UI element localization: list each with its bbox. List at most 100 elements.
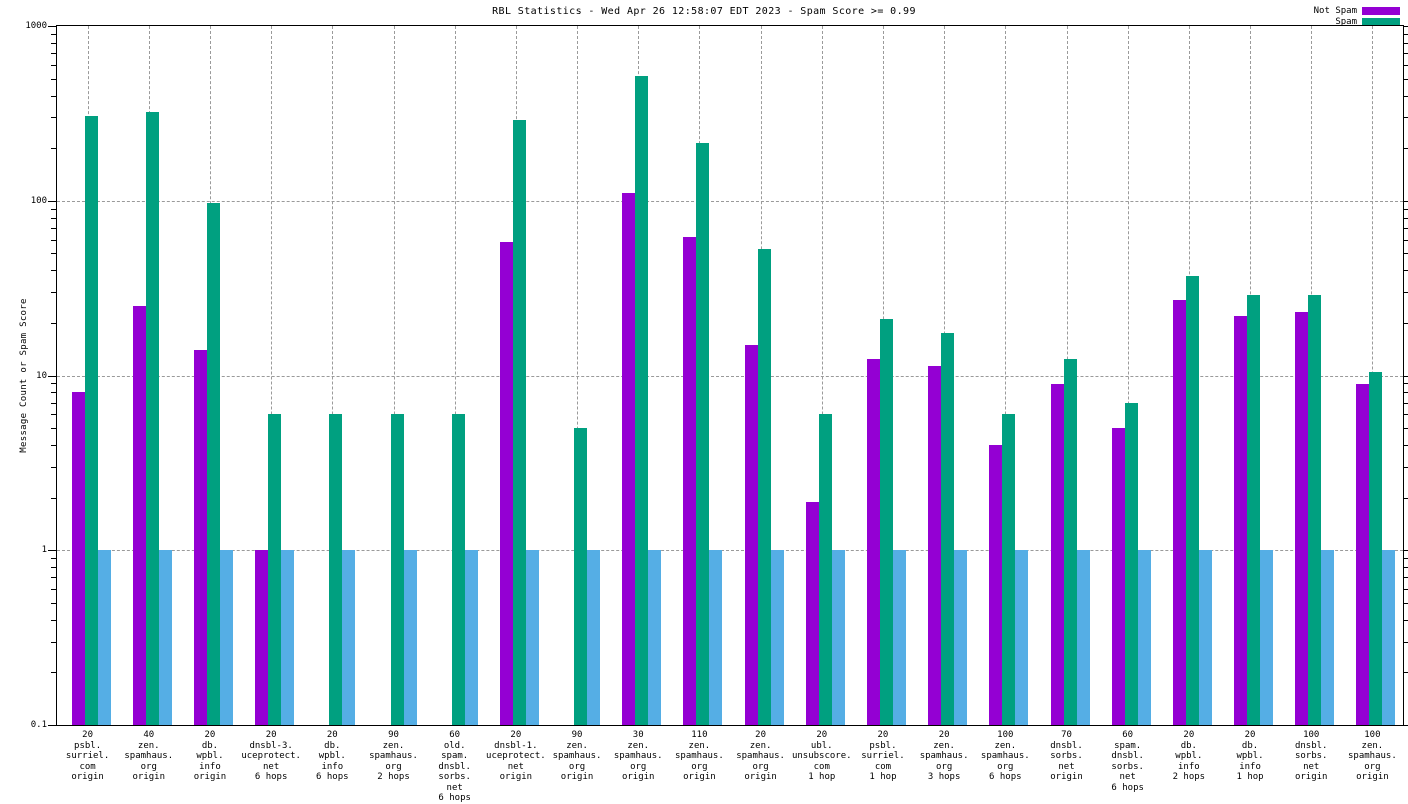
- y-axis-tick-minor: [51, 619, 57, 621]
- bar-score: [954, 550, 968, 725]
- legend-entry: Not Spam: [1314, 6, 1400, 16]
- x-axis-label: 100 dnsbl. sorbs. net origin: [1294, 730, 1328, 782]
- x-axis-label: 100 zen. spamhaus. org 6 hops: [980, 730, 1030, 782]
- y-axis-tick-minor: [51, 53, 57, 55]
- y-axis-tick-minor: [51, 577, 57, 579]
- legend-color-swatch: [1362, 7, 1400, 15]
- y-axis-tick-minor: [51, 270, 57, 272]
- x-axis-label: 20 db. wpbl. info 1 hop: [1236, 730, 1264, 782]
- y-axis-tick-minor-right: [1403, 117, 1408, 119]
- y-axis-tick-minor-right: [1403, 383, 1408, 385]
- y-axis-tick-minor: [51, 292, 57, 294]
- bar-score: [1137, 550, 1151, 725]
- y-axis-tick-major-right: [1403, 200, 1408, 202]
- y-axis-tick-minor: [51, 117, 57, 119]
- y-axis-label: 1: [41, 545, 47, 556]
- x-axis-label: 20 psbl. surriel. com 1 hop: [861, 730, 905, 782]
- bar-spam: [268, 414, 282, 725]
- y-axis-tick-minor-right: [1403, 414, 1408, 416]
- bar-not-spam: [499, 242, 513, 725]
- x-axis-label: 20 psbl. surriel. com origin: [65, 730, 110, 782]
- chart-title: RBL Statistics - Wed Apr 26 12:58:07 EDT…: [492, 6, 916, 17]
- x-axis-label: 20 db. wpbl. info 2 hops: [1172, 730, 1206, 782]
- bar-spam: [451, 414, 465, 725]
- gridline-horizontal: [57, 200, 1403, 202]
- y-axis-tick-minor-right: [1403, 558, 1408, 560]
- bar-spam: [879, 319, 893, 725]
- bar-spam: [818, 414, 832, 725]
- bar-not-spam: [1356, 383, 1370, 725]
- x-axis-label: 60 spam. dnsbl. sorbs. net 6 hops: [1111, 730, 1144, 793]
- y-axis-tick-major-right: [1403, 550, 1408, 552]
- bar-spam: [1308, 294, 1322, 725]
- y-axis-tick-minor-right: [1403, 322, 1408, 324]
- y-axis-tick-minor: [51, 42, 57, 44]
- bar-score: [709, 550, 723, 725]
- y-axis-tick-minor-right: [1403, 227, 1408, 229]
- bar-score: [892, 550, 906, 725]
- bar-not-spam: [71, 392, 85, 725]
- y-axis-tick-minor: [51, 589, 57, 591]
- y-axis-tick-minor: [51, 466, 57, 468]
- bar-spam: [1185, 276, 1199, 725]
- y-axis-label: 100: [30, 195, 47, 206]
- y-axis-tick-minor: [51, 558, 57, 560]
- y-axis-tick-minor-right: [1403, 217, 1408, 219]
- gridline-vertical: [821, 26, 823, 725]
- y-axis-tick-minor: [51, 602, 57, 604]
- gridline-vertical: [393, 26, 395, 725]
- bar-score: [158, 550, 172, 725]
- y-axis-tick-minor-right: [1403, 672, 1408, 674]
- y-axis-tick-minor: [51, 239, 57, 241]
- gridline-vertical: [1005, 26, 1007, 725]
- bar-spam: [1369, 371, 1383, 725]
- y-axis-tick-major-right: [1403, 26, 1408, 27]
- bar-not-spam: [744, 344, 758, 725]
- bar-spam: [145, 112, 159, 725]
- bar-spam: [1247, 294, 1261, 725]
- y-axis-tick-minor: [51, 641, 57, 643]
- gridline-vertical: [577, 26, 579, 725]
- bar-not-spam: [1234, 315, 1248, 725]
- y-axis-tick-minor-right: [1403, 392, 1408, 394]
- y-axis-tick-minor-right: [1403, 64, 1408, 66]
- x-axis-label: 20 dnsbl-3. uceprotect. net 6 hops: [241, 730, 301, 782]
- bar-not-spam: [132, 305, 146, 725]
- bar-score: [648, 550, 662, 725]
- bar-not-spam: [193, 349, 207, 725]
- y-axis-tick-minor: [51, 33, 57, 35]
- gridline-vertical: [271, 26, 273, 725]
- gridline-vertical: [454, 26, 456, 725]
- y-axis-tick-minor-right: [1403, 577, 1408, 579]
- legend-color-swatch: [1362, 18, 1400, 26]
- y-axis-tick-minor: [51, 322, 57, 324]
- y-axis-tick-minor: [51, 227, 57, 229]
- y-axis-tick-minor: [51, 217, 57, 219]
- y-axis-tick-minor-right: [1403, 239, 1408, 241]
- y-axis-tick-minor: [51, 497, 57, 499]
- y-axis-tick-minor: [51, 567, 57, 569]
- y-axis-tick-minor-right: [1403, 33, 1408, 35]
- bar-spam: [635, 75, 649, 725]
- bar-spam: [512, 119, 526, 725]
- x-axis-label: 70 dnsbl. sorbs. net origin: [1050, 730, 1083, 782]
- bar-score: [1321, 550, 1335, 725]
- bar-spam: [696, 142, 710, 725]
- bar-score: [831, 550, 845, 725]
- y-axis-tick-minor-right: [1403, 53, 1408, 55]
- legend-entry: Spam: [1335, 17, 1400, 27]
- plot-area: Message Count or Spam Score 1000 100 10 1 0.…: [19, 21, 1408, 803]
- y-axis-tick-minor: [51, 402, 57, 404]
- bar-not-spam: [1111, 428, 1125, 725]
- legend-entry-label: Spam: [1335, 17, 1357, 27]
- bar-score: [219, 550, 233, 725]
- y-axis-tick-major: [48, 550, 57, 552]
- y-axis-tick-major: [48, 375, 57, 377]
- x-axis-label: 60 old. spam. dnsbl. sorbs. net 6 hops: [438, 730, 471, 803]
- bar-not-spam: [1050, 383, 1064, 725]
- bar-score: [403, 550, 417, 725]
- gridline-vertical: [1127, 26, 1129, 725]
- y-axis-tick-minor-right: [1403, 428, 1408, 430]
- bar-spam: [574, 428, 588, 725]
